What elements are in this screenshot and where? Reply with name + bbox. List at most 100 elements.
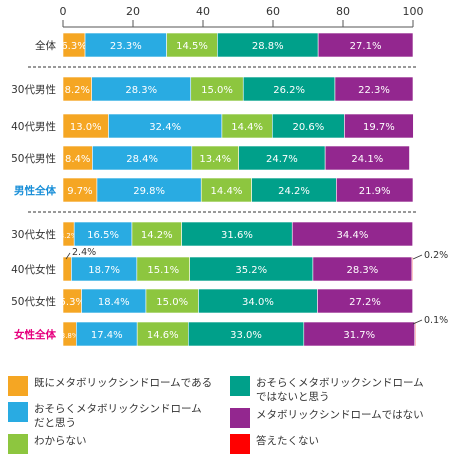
annotation-leader — [65, 252, 71, 260]
annotation-leader — [412, 319, 423, 325]
bar-segment — [189, 256, 314, 282]
data-label: 15.0% — [201, 85, 233, 96]
data-label: 15.0% — [156, 297, 188, 308]
bar-segment — [303, 321, 416, 347]
bar-segment — [336, 177, 414, 203]
data-label: 26.2% — [273, 85, 305, 96]
bar-segment — [62, 145, 93, 171]
data-label: 34.0% — [242, 297, 274, 308]
data-label: 28.3% — [125, 85, 157, 96]
bar-segment — [188, 321, 305, 347]
category-label: 50代女性 — [11, 295, 56, 308]
x-tick-label: 40 — [196, 5, 210, 18]
bar-segment — [84, 32, 167, 58]
data-label: 24.1% — [351, 154, 383, 165]
data-label: 15.1% — [147, 265, 179, 276]
data-label: 19.7% — [363, 122, 395, 133]
category-label: 40代女性 — [11, 263, 56, 276]
data-label: 21.9% — [359, 186, 391, 197]
bar-segment — [221, 113, 273, 139]
data-label: 27.2% — [349, 297, 381, 308]
bar-segment — [76, 321, 138, 347]
annotation-label: 0.1% — [424, 315, 448, 326]
data-label: 35.2% — [235, 265, 267, 276]
data-label: 34.4% — [337, 230, 369, 241]
bar-segment — [312, 256, 413, 282]
bar-segment — [217, 32, 319, 58]
bar-segment — [181, 221, 293, 247]
data-label: 28.8% — [252, 41, 284, 52]
bar-segment — [145, 288, 199, 314]
x-tick-label: 0 — [60, 5, 67, 18]
bar-segment — [96, 177, 202, 203]
data-label: 28.3% — [347, 265, 379, 276]
data-label: 14.4% — [211, 186, 243, 197]
data-label: 31.6% — [221, 230, 253, 241]
bar-segment — [73, 221, 133, 247]
bar-segment — [62, 177, 98, 203]
data-label: 33.0% — [230, 330, 262, 341]
bar-segment — [92, 145, 193, 171]
bar-segment — [238, 145, 326, 171]
bar-segment — [191, 145, 240, 171]
data-label: 16.5% — [87, 230, 119, 241]
data-label: 22.3% — [358, 85, 390, 96]
data-label: 24.2% — [278, 186, 310, 197]
x-tick-label: 20 — [126, 5, 140, 18]
bar-segment — [62, 76, 93, 102]
data-label: 13.4% — [199, 154, 231, 165]
data-label: 27.1% — [350, 41, 382, 52]
data-label: 31.7% — [343, 330, 375, 341]
annotation-label: 2.4% — [72, 247, 96, 258]
category-label: 30代男性 — [11, 83, 56, 96]
bar-segment — [411, 256, 414, 282]
bar-segment — [334, 76, 414, 102]
bar-segment — [81, 288, 147, 314]
category-label: 女性全体 — [14, 328, 56, 341]
bar-segment — [71, 256, 138, 282]
x-tick-label: 100 — [403, 5, 424, 18]
x-tick-label: 60 — [266, 5, 280, 18]
data-label: 18.4% — [98, 297, 130, 308]
data-label: 8.4% — [65, 154, 90, 165]
bar-segment — [190, 76, 244, 102]
data-label: 17.4% — [91, 330, 123, 341]
data-label: 28.4% — [126, 154, 158, 165]
category-label: 男性全体 — [14, 184, 56, 197]
bar-segment — [198, 288, 318, 314]
data-label: 29.8% — [133, 186, 165, 197]
data-label: 23.3% — [110, 41, 142, 52]
annotation-label: 0.2% — [424, 250, 448, 261]
data-label: 24.7% — [266, 154, 298, 165]
data-label: 9.7% — [67, 186, 92, 197]
bar-segment — [136, 256, 191, 282]
bar-segment — [108, 113, 223, 139]
data-label: 5.3% — [60, 297, 85, 308]
data-label: 20.6% — [292, 122, 324, 133]
category-label: 50代男性 — [11, 152, 56, 165]
bar-segment — [344, 113, 414, 139]
bar-segment — [291, 221, 413, 247]
bar-segment — [317, 32, 414, 58]
bar-segment — [324, 145, 410, 171]
data-label: 8.2% — [65, 85, 90, 96]
data-label: 3.2% — [60, 232, 78, 240]
data-label: 14.5% — [176, 41, 208, 52]
bar-segment — [166, 32, 218, 58]
data-label: 3.8% — [61, 332, 79, 340]
bar-segment — [200, 177, 252, 203]
data-label: 14.6% — [147, 330, 179, 341]
bar-segment — [271, 113, 345, 139]
category-label: 全体 — [35, 39, 56, 52]
data-label: 6.3% — [61, 41, 86, 52]
data-label: 14.2% — [141, 230, 173, 241]
data-label: 13.0% — [70, 122, 102, 133]
data-label: 14.4% — [231, 122, 263, 133]
category-label: 30代女性 — [11, 228, 56, 241]
bar-segment — [131, 221, 182, 247]
annotation-leader — [412, 254, 423, 260]
data-label: 32.4% — [149, 122, 181, 133]
bar-segment — [91, 76, 192, 102]
bar-segment — [62, 113, 109, 139]
